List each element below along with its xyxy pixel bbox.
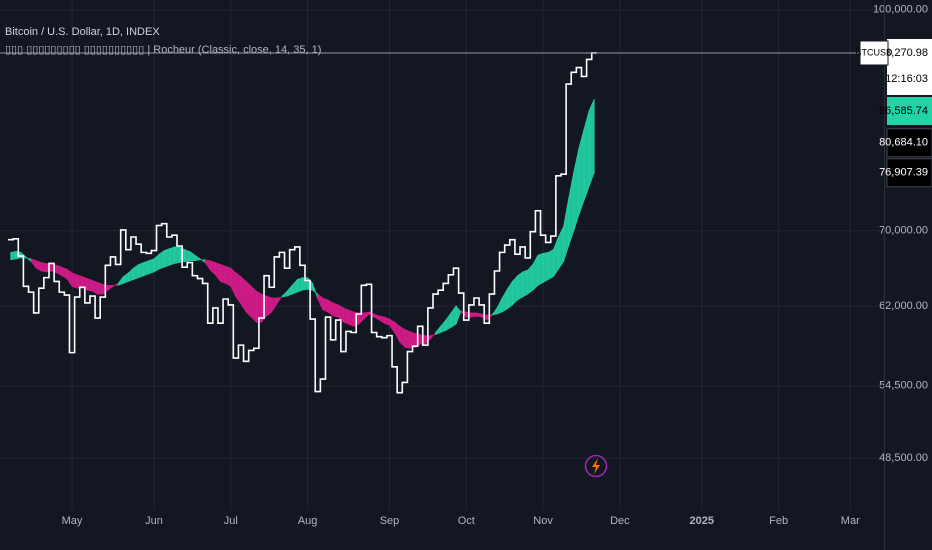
x-tick-label: May	[62, 515, 83, 527]
band-segment	[169, 246, 175, 266]
alert-bolt[interactable]	[592, 458, 600, 474]
y-tick-label: 100,000.00	[873, 4, 928, 16]
price-label: 80,684.10	[879, 137, 928, 149]
grid	[0, 0, 882, 510]
band-segment	[245, 280, 252, 318]
x-tick-label: Mar	[841, 515, 860, 527]
band-segment	[10, 251, 17, 261]
x-tick-label: Feb	[769, 515, 788, 527]
x-tick-label: Jul	[224, 515, 238, 527]
price-label-box	[887, 38, 932, 95]
band-segment	[522, 269, 529, 298]
axis: 100,000.00 70,000.00 62,000.00 54,500.00 48,…	[62, 0, 932, 550]
indicator-label: ▯▯▯ ▯▯▯▯▯▯▯▯▯ ▯▯▯▯▯▯▯▯▯▯ | Rocheur (Clas…	[5, 44, 321, 56]
band-segment	[220, 263, 226, 284]
x-tick-label: Nov	[533, 515, 553, 527]
band-segment	[41, 262, 47, 273]
band-segment	[332, 302, 339, 318]
band-segment	[527, 263, 534, 295]
band-segment	[158, 249, 165, 270]
y-tick-label: 54,500.00	[879, 380, 928, 392]
band-segment	[184, 249, 191, 262]
band-segment	[138, 262, 145, 279]
band-segment	[404, 328, 411, 349]
price-label-box	[886, 158, 932, 188]
band-segment	[537, 252, 544, 286]
y-tick-label: 62,000.00	[879, 300, 928, 312]
x-tick-label: Sep	[380, 515, 400, 527]
band-segment	[163, 248, 170, 268]
band-segment	[87, 278, 93, 292]
x-tick-label: Oct	[458, 515, 475, 527]
band	[10, 98, 595, 349]
band-segment	[322, 297, 329, 313]
price-label: 86,585.74	[879, 105, 928, 117]
x-tick-label: Aug	[298, 515, 318, 527]
x-tick-label: Dec	[610, 515, 630, 527]
chart-title: Bitcoin / U.S. Dollar, 1D, INDEX	[5, 26, 160, 38]
alert-icon[interactable]	[584, 454, 608, 478]
band-segment	[143, 260, 150, 277]
band-segment	[547, 249, 554, 281]
countdown: 12:16:03	[885, 73, 928, 85]
band-segment	[97, 281, 104, 295]
band-segment	[71, 272, 78, 289]
y-tick-label: 70,000.00	[879, 225, 928, 237]
band-segment	[225, 265, 232, 287]
symbol-box	[859, 40, 889, 66]
price-label-box	[886, 128, 932, 158]
band-segment	[588, 98, 595, 187]
band-segment	[174, 246, 180, 264]
series	[0, 52, 884, 394]
price-label-box	[887, 96, 932, 125]
alert-circle[interactable]	[584, 454, 608, 478]
price-label: 76,907.39	[879, 167, 928, 179]
symbol-label: BTCUSD	[855, 47, 893, 57]
band-segment	[542, 252, 549, 283]
band-segment	[471, 312, 477, 318]
band-segment	[297, 277, 303, 293]
x-tick-label: 2025	[690, 515, 714, 527]
price-line	[8, 52, 597, 394]
band-segment	[517, 271, 523, 301]
band-segment	[343, 307, 349, 325]
band-segment	[348, 309, 354, 327]
band-segment	[148, 258, 155, 275]
price-label: 93,270.98	[879, 47, 928, 59]
band-segment	[250, 285, 257, 323]
band-segment	[76, 274, 83, 289]
band-segment	[476, 312, 482, 318]
y-tick-label: 48,500.00	[879, 452, 928, 464]
x-tick-label: Jun	[145, 515, 163, 527]
